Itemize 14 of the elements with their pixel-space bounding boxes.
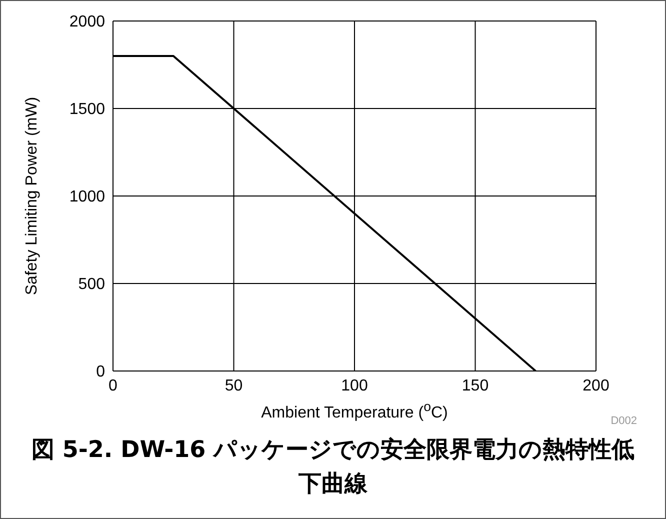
y-tick-label: 1000 bbox=[69, 188, 106, 206]
x-tick-label: 150 bbox=[462, 377, 489, 394]
x-tick-label: 0 bbox=[108, 377, 118, 394]
x-axis-title: Ambient Temperature ($^{o}$C) bbox=[260, 399, 449, 422]
text: D002 bbox=[610, 415, 637, 427]
y-tick-label: 0 bbox=[96, 364, 106, 381]
y-axis-title: Safety Limiting Power (mW) bbox=[24, 96, 41, 296]
x-tick-label: 200 bbox=[582, 377, 610, 394]
y-tick-label: 500 bbox=[78, 276, 106, 294]
y-tick-label: 2000 bbox=[69, 14, 106, 31]
y-tick-label: 1500 bbox=[69, 101, 106, 118]
x-tick-label: 100 bbox=[341, 377, 368, 394]
x-tick-label: 50 bbox=[224, 377, 243, 394]
text: 図 5-2. DW-16 パッケージでの安全限界電力の熱特性低下曲線 bbox=[30, 436, 636, 499]
